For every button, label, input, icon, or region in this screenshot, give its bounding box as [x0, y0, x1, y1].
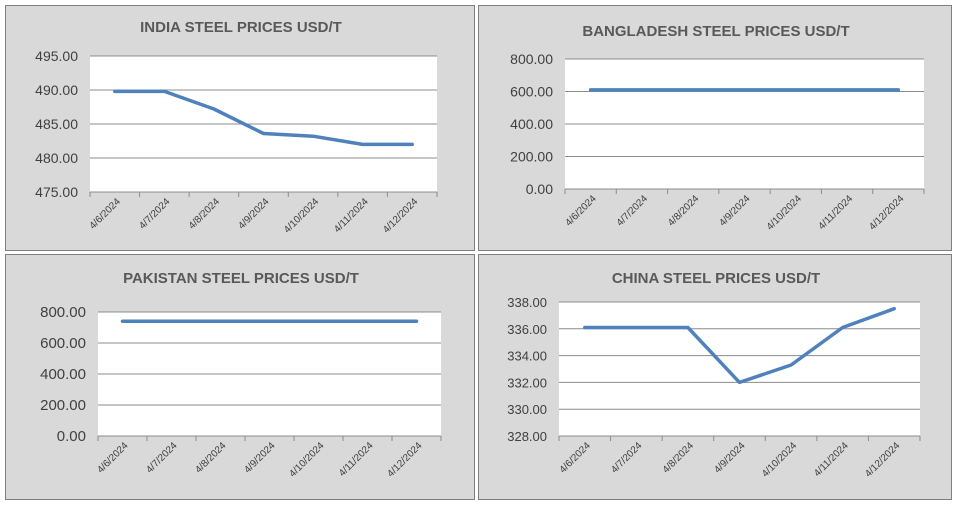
x-tick-label: 4/9/2024: [712, 440, 748, 476]
y-tick-label: 0.00: [57, 428, 86, 445]
x-tick-label: 4/10/2024: [282, 196, 322, 236]
x-tick-label: 4/9/2024: [236, 196, 272, 232]
x-tick-label: 4/11/2024: [816, 193, 855, 232]
y-tick-label: 400.00: [510, 116, 553, 132]
x-tick-label: 4/10/2024: [287, 440, 327, 480]
x-tick-label: 4/8/2024: [193, 440, 229, 476]
chart-panel-india: INDIA STEEL PRICES USD/T 475.00 480.00 485.…: [5, 5, 475, 251]
plot-area: [559, 302, 920, 436]
y-tick-label: 490.00: [35, 82, 78, 98]
y-tick-label: 495.00: [35, 48, 78, 64]
y-tick-label: 800.00: [510, 51, 553, 67]
chart-svg-india: INDIA STEEL PRICES USD/T 475.00 480.00 485.…: [35, 19, 438, 236]
y-tick-label: 338.00: [507, 295, 547, 310]
x-tick-label: 4/10/2024: [760, 440, 800, 480]
data-point: [590, 89, 592, 91]
data-point: [584, 326, 586, 328]
data-point: [318, 320, 319, 322]
x-tick-label: 4/6/2024: [558, 440, 594, 476]
data-point: [220, 320, 221, 322]
y-tick-label: 400.00: [40, 366, 86, 383]
y-tick-label: 328.00: [507, 429, 547, 444]
y-tick-label: 332.00: [507, 375, 547, 390]
chart-svg-china: CHINA STEEL PRICES USD/T 328.00 330.00 332.…: [507, 270, 921, 480]
chart-svg-pakistan: PAKISTAN STEEL PRICES USD/T 0.00 200.00 400…: [40, 270, 442, 480]
data-point: [269, 320, 270, 322]
x-tick-label: 4/12/2024: [863, 440, 903, 480]
chart-title: PAKISTAN STEEL PRICES USD/T: [123, 270, 359, 287]
chart-svg-bangladesh: BANGLADESH STEEL PRICES USD/T 0.00 200.00 4…: [510, 23, 925, 233]
data-point: [744, 89, 745, 91]
data-point: [692, 89, 694, 91]
y-tick-label: 330.00: [507, 402, 547, 417]
x-tick-label: 4/7/2024: [144, 440, 180, 476]
y-tick-label: 600.00: [510, 84, 553, 100]
x-tick-label: 4/12/2024: [381, 196, 421, 236]
x-tick-label: 4/9/2024: [717, 193, 753, 229]
chart-title: INDIA STEEL PRICES USD/T: [140, 19, 342, 36]
data-point: [795, 89, 797, 91]
data-point: [893, 308, 895, 310]
data-point: [739, 381, 740, 383]
data-point: [790, 364, 792, 366]
x-tick-label: 4/12/2024: [867, 193, 907, 233]
x-tick-label: 4/8/2024: [187, 196, 223, 232]
x-tick-label: 4/12/2024: [385, 440, 425, 480]
data-point: [171, 320, 172, 322]
y-tick-label: 334.00: [507, 349, 547, 364]
data-point: [641, 89, 643, 91]
data-point: [411, 143, 413, 145]
data-point: [416, 320, 417, 322]
chart-panel-pakistan: PAKISTAN STEEL PRICES USD/T 0.00 200.00 400…: [5, 254, 475, 500]
chart-panel-bangladesh: BANGLADESH STEEL PRICES USD/T 0.00 200.00 4…: [478, 5, 952, 251]
data-point: [362, 143, 364, 145]
x-tick-label: 4/7/2024: [137, 196, 173, 232]
x-tick-label: 4/8/2024: [661, 440, 697, 476]
data-point: [367, 320, 368, 322]
y-tick-label: 475.00: [35, 184, 78, 200]
data-point: [163, 90, 165, 92]
y-tick-label: 600.00: [40, 335, 86, 352]
x-tick-label: 4/6/2024: [95, 440, 131, 476]
chart-panel-china: CHINA STEEL PRICES USD/T 328.00 330.00 332.…: [478, 254, 952, 500]
y-tick-label: 336.00: [507, 322, 547, 337]
data-point: [846, 89, 848, 91]
data-point: [897, 89, 899, 91]
y-tick-label: 800.00: [40, 304, 86, 321]
x-tick-label: 4/7/2024: [615, 193, 651, 229]
x-tick-label: 4/11/2024: [332, 196, 371, 235]
chart-title: BANGLADESH STEEL PRICES USD/T: [582, 23, 849, 40]
y-tick-label: 0.00: [526, 181, 553, 197]
data-point: [635, 326, 637, 328]
data-point: [842, 326, 844, 328]
y-tick-label: 200.00: [40, 397, 86, 414]
y-tick-label: 485.00: [35, 116, 78, 132]
x-tick-label: 4/9/2024: [242, 440, 278, 476]
x-tick-label: 4/11/2024: [337, 440, 376, 479]
x-tick-label: 4/10/2024: [765, 193, 805, 233]
data-point: [312, 135, 314, 137]
x-tick-label: 4/11/2024: [812, 440, 851, 479]
data-point: [213, 108, 215, 110]
data-point: [263, 133, 264, 135]
chart-title: CHINA STEEL PRICES USD/T: [612, 270, 820, 287]
data-point: [122, 320, 123, 322]
data-point: [687, 326, 689, 328]
x-tick-label: 4/6/2024: [563, 193, 599, 229]
x-tick-label: 4/8/2024: [666, 193, 702, 229]
y-tick-label: 200.00: [510, 149, 553, 165]
y-tick-label: 480.00: [35, 150, 78, 166]
x-tick-label: 4/6/2024: [88, 196, 124, 232]
data-point: [114, 90, 116, 92]
x-tick-label: 4/7/2024: [609, 440, 645, 476]
